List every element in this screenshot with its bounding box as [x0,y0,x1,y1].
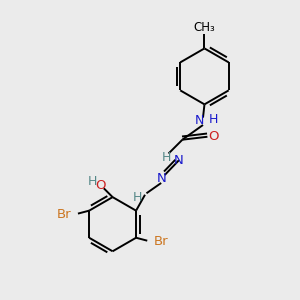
Text: O: O [208,130,219,143]
Text: H: H [162,152,171,164]
Text: H: H [208,112,218,126]
Text: N: N [174,154,184,167]
Text: H: H [133,191,142,204]
Text: Br: Br [154,235,168,248]
Text: N: N [156,172,166,185]
Text: O: O [95,179,106,192]
Text: H: H [88,175,97,188]
Text: N: N [195,114,204,127]
Text: CH₃: CH₃ [194,21,215,34]
Text: Br: Br [57,208,71,221]
